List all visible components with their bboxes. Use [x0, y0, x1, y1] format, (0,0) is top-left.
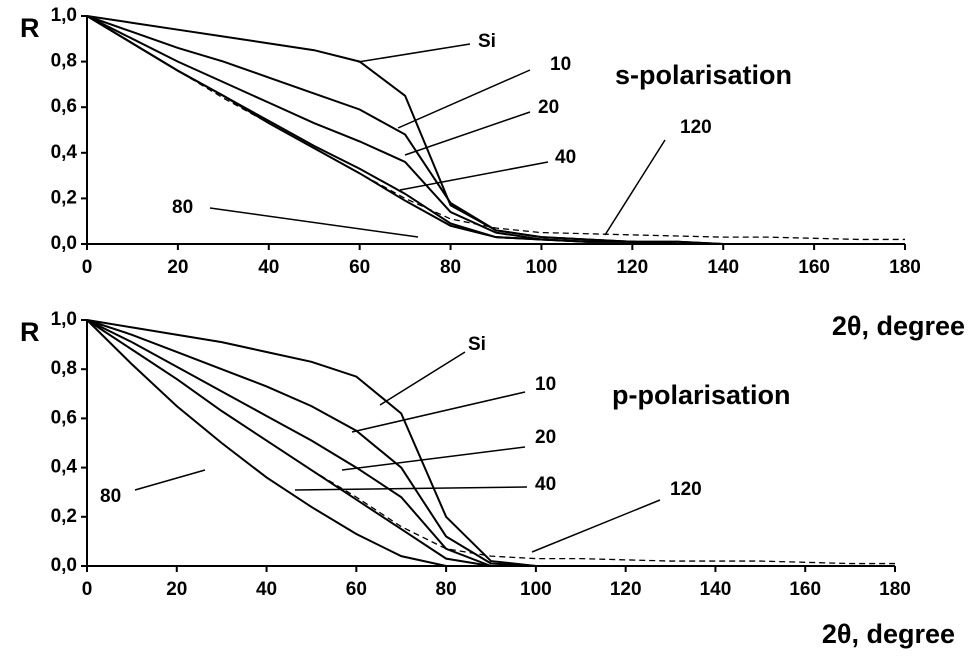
- x-tick-label: 160: [789, 579, 821, 600]
- label-arrow: [397, 69, 531, 129]
- series-line: [86, 15, 905, 241]
- x-tick-label: 0: [82, 579, 93, 600]
- label-arrow: [604, 139, 666, 236]
- series-label: Si: [468, 334, 486, 355]
- y-tick-label: 0,6: [51, 407, 77, 428]
- y-tick-label: 1,0: [51, 5, 77, 26]
- x-tick-label: 100: [520, 579, 552, 600]
- y-tick-label: 0,2: [51, 506, 77, 527]
- y-tick-label: 0,2: [51, 187, 77, 208]
- series-label: 20: [538, 97, 559, 118]
- x-tick-label: 120: [616, 257, 648, 278]
- series-label: 40: [535, 474, 556, 495]
- x-tick-label: 120: [610, 579, 642, 600]
- x-tick-label: 80: [440, 257, 461, 278]
- x-tick-label: 80: [436, 579, 457, 600]
- x-axis-label: 2θ, degree: [832, 311, 965, 341]
- x-axis-label: 2θ, degree: [822, 619, 955, 649]
- series-line: [86, 319, 895, 567]
- y-axis-label: R: [20, 317, 40, 347]
- label-arrow: [294, 486, 528, 491]
- x-tick-label: 20: [166, 579, 187, 600]
- series-label: 80: [100, 486, 121, 507]
- series-label: 10: [535, 374, 556, 395]
- y-axis-label: R: [20, 13, 40, 43]
- series-label: 40: [555, 147, 576, 168]
- x-tick-label: 20: [167, 257, 188, 278]
- x-tick-label: 140: [700, 579, 732, 600]
- series-line: [86, 15, 905, 245]
- series-line: [86, 15, 905, 245]
- label-arrow: [209, 207, 419, 238]
- series-line: [86, 319, 895, 567]
- y-tick-label: 0,4: [51, 457, 78, 478]
- label-arrow: [531, 499, 661, 553]
- series-label: 10: [550, 54, 571, 75]
- x-tick-label: 40: [256, 579, 277, 600]
- label-arrow: [134, 469, 206, 491]
- label-arrow: [341, 446, 526, 471]
- series-label: 80: [172, 197, 193, 218]
- y-tick-label: 0,0: [51, 233, 77, 254]
- x-tick-label: 40: [258, 257, 279, 278]
- x-tick-label: 0: [82, 257, 93, 278]
- label-arrow: [399, 161, 549, 191]
- x-tick-label: 100: [526, 257, 558, 278]
- label-arrow: [404, 111, 531, 156]
- y-tick-label: 0,8: [51, 358, 77, 379]
- x-tick-label: 180: [889, 257, 921, 278]
- chart-title: p-polarisation: [612, 380, 791, 410]
- y-tick-label: 0,8: [51, 51, 77, 72]
- x-tick-label: 140: [707, 257, 739, 278]
- series-line: [86, 319, 895, 567]
- series-line: [86, 15, 905, 245]
- series-line: [86, 319, 895, 567]
- series-line: [86, 15, 905, 245]
- x-tick-label: 180: [879, 579, 911, 600]
- series-line: [86, 319, 895, 567]
- series-line: [86, 319, 895, 565]
- label-arrow: [351, 391, 526, 433]
- chart-title: s-polarisation: [615, 60, 792, 90]
- y-tick-label: 0,0: [51, 555, 77, 576]
- y-tick-label: 0,4: [51, 142, 78, 163]
- y-tick-label: 1,0: [51, 309, 77, 330]
- x-tick-label: 60: [349, 257, 370, 278]
- series-label: Si: [478, 31, 496, 52]
- series-label: 120: [680, 117, 712, 138]
- label-arrow: [379, 351, 466, 406]
- label-arrow: [357, 43, 471, 63]
- series-label: 120: [670, 479, 702, 500]
- series-label: 20: [535, 427, 556, 448]
- x-tick-label: 60: [346, 579, 367, 600]
- y-tick-label: 0,6: [51, 96, 77, 117]
- x-tick-label: 160: [798, 257, 830, 278]
- series-line: [86, 15, 905, 245]
